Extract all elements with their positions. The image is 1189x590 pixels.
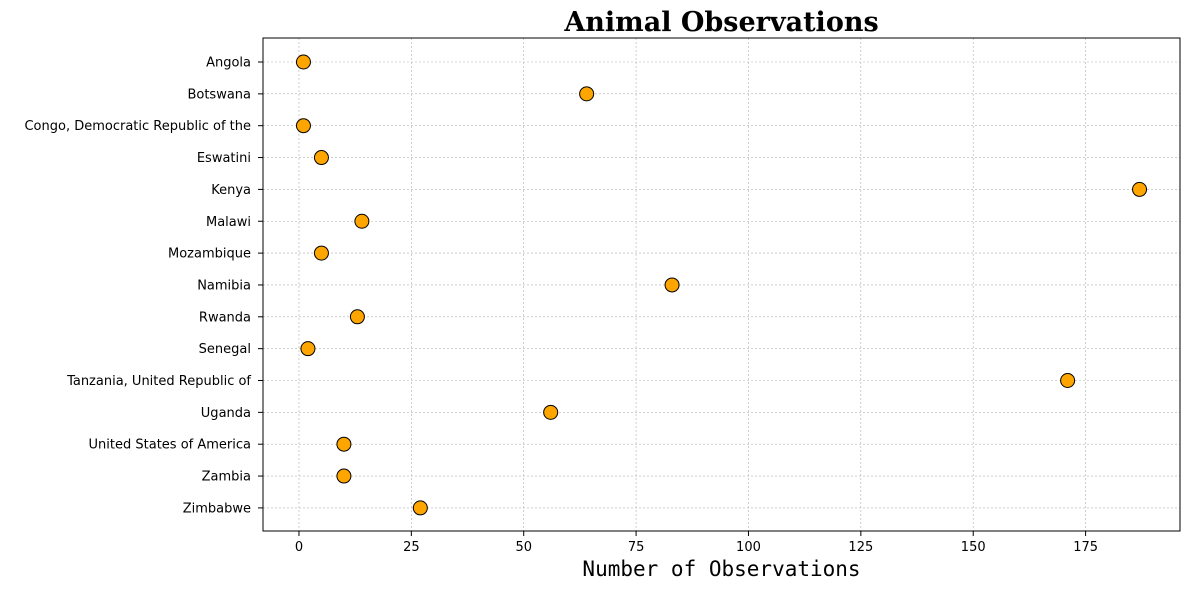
y-tick-label: Senegal <box>199 342 251 357</box>
y-tick-label: Zimbabwe <box>183 501 251 516</box>
y-tick-label: Tanzania, United Republic of <box>66 374 251 389</box>
data-point <box>543 404 559 420</box>
data-point <box>295 54 311 70</box>
y-tick-label: Namibia <box>197 278 251 293</box>
data-point <box>313 150 329 166</box>
x-tick-label: 75 <box>628 540 645 555</box>
y-tick-label: United States of America <box>89 438 251 453</box>
y-tick-label: Zambia <box>202 470 251 485</box>
x-axis-ticks: 0 25 50 75 100 125 150 175 <box>295 531 1098 555</box>
x-tick-label: 50 <box>515 540 532 555</box>
x-tick-label: 100 <box>736 540 761 555</box>
y-tick-label: Uganda <box>201 406 251 421</box>
y-tick-label: Eswatini <box>197 151 251 166</box>
x-tick-label: 0 <box>295 540 303 555</box>
chart-title: Animal Observations <box>563 7 878 38</box>
data-point <box>336 436 352 452</box>
data-point <box>1060 373 1076 388</box>
y-tick-label: Kenya <box>211 183 251 198</box>
grid-lines <box>263 38 1180 531</box>
data-point <box>579 86 595 102</box>
data-point <box>664 277 680 293</box>
y-tick-label: Botswana <box>187 87 251 102</box>
y-tick-label: Malawi <box>206 215 251 230</box>
data-point <box>412 500 428 516</box>
x-axis-label: Number of Observations <box>582 557 860 581</box>
y-tick-label: Rwanda <box>199 310 251 325</box>
y-axis-ticks: Angola Botswana Congo, Democratic Republic… <box>24 56 263 516</box>
plot-area-frame <box>262 37 1181 532</box>
data-point <box>300 341 316 357</box>
x-tick-label: 150 <box>961 540 986 555</box>
data-point <box>313 245 329 261</box>
data-point <box>336 468 352 484</box>
data-point <box>349 309 365 325</box>
data-point <box>1132 181 1148 197</box>
data-point <box>295 118 311 134</box>
x-tick-label: 125 <box>848 540 873 555</box>
y-tick-label: Congo, Democratic Republic of the <box>24 119 251 134</box>
data-points <box>295 54 1148 516</box>
x-tick-label: 25 <box>403 540 420 555</box>
y-tick-label: Angola <box>206 56 251 71</box>
data-point <box>354 213 370 229</box>
x-tick-label: 175 <box>1073 540 1098 555</box>
y-tick-label: Mozambique <box>168 247 251 262</box>
